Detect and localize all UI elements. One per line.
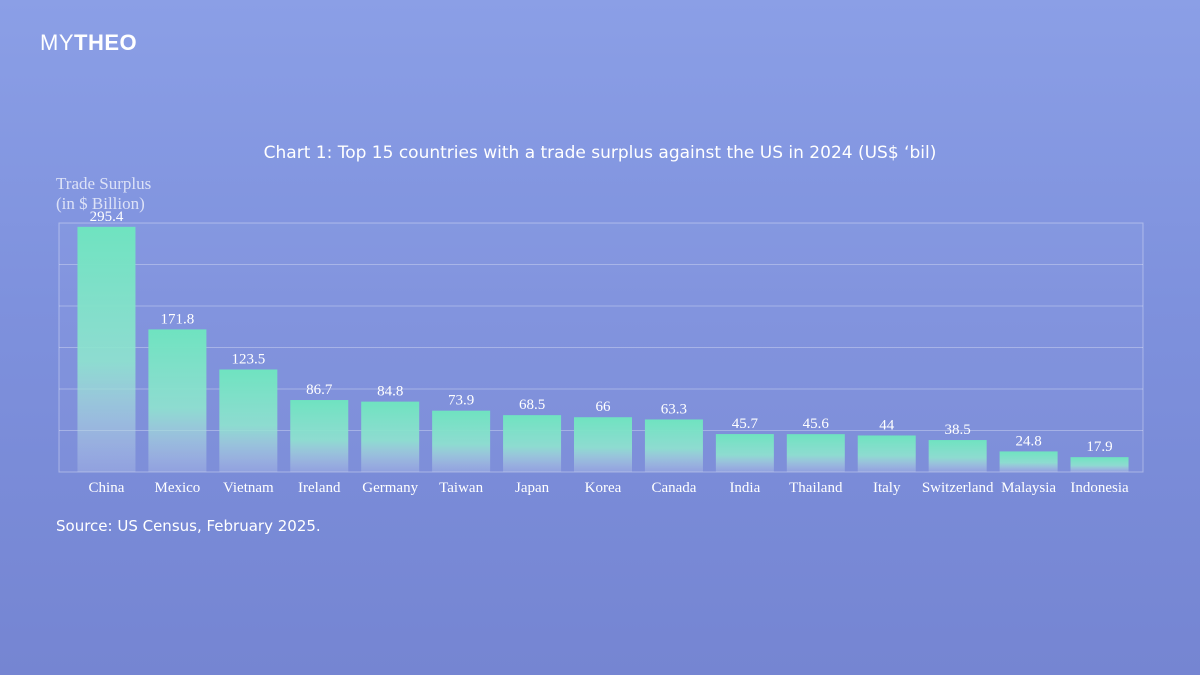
bar-ireland xyxy=(290,400,349,472)
bar-japan xyxy=(503,415,562,472)
bar-value-label: 38.5 xyxy=(945,422,971,438)
source-note: Source: US Census, February 2025. xyxy=(56,517,321,535)
bar-value-label: 68.5 xyxy=(519,397,545,413)
category-label: Italy xyxy=(873,480,901,496)
bars-group: 295.4 China 171.8 Mexico 123.5 Vietnam 86.7 Ire… xyxy=(77,209,1129,496)
bar-india xyxy=(715,434,774,472)
mytheo-logo: MYTHEO xyxy=(40,30,138,55)
bar-value-label: 295.4 xyxy=(90,209,124,225)
bar-value-label: 17.9 xyxy=(1086,439,1112,455)
bar-value-label: 44 xyxy=(879,417,895,433)
bar-value-label: 73.9 xyxy=(448,393,474,409)
bar-thailand xyxy=(786,434,845,472)
bar-korea xyxy=(574,417,632,472)
category-label: Korea xyxy=(585,480,622,496)
chart-title: Chart 1: Top 15 countries with a trade s… xyxy=(263,143,937,163)
bar-malaysia xyxy=(999,451,1058,472)
bar-value-label: 24.8 xyxy=(1015,433,1041,449)
category-label: Taiwan xyxy=(439,480,483,496)
bar-mexico xyxy=(148,329,207,472)
bar-vietnam xyxy=(219,369,278,472)
bar-germany xyxy=(361,401,420,472)
y-axis-label: Trade Surplus (in $ Billion) xyxy=(56,174,151,214)
bar-italy xyxy=(857,435,916,472)
bar-taiwan xyxy=(432,410,491,472)
bar-canada xyxy=(644,419,703,472)
bar-value-label: 63.3 xyxy=(661,401,687,417)
bar-switzerland xyxy=(928,440,987,472)
bar-value-label: 123.5 xyxy=(231,351,265,367)
category-label: Canada xyxy=(651,480,696,496)
bar-value-label: 45.6 xyxy=(803,416,830,432)
category-label: Indonesia xyxy=(1070,480,1129,496)
category-label: Ireland xyxy=(298,480,341,496)
category-label: Mexico xyxy=(154,480,200,496)
category-label: Germany xyxy=(362,480,418,496)
category-label: Vietnam xyxy=(223,480,274,496)
category-label: India xyxy=(729,480,760,496)
bar-value-label: 86.7 xyxy=(306,382,333,398)
bar-value-label: 45.7 xyxy=(732,416,759,432)
bar-value-label: 66 xyxy=(596,399,612,415)
bar-value-label: 84.8 xyxy=(377,384,403,400)
category-label: Thailand xyxy=(789,480,843,496)
category-label: Switzerland xyxy=(922,480,994,496)
bar-indonesia xyxy=(1070,457,1129,472)
y-axis-label-line2: (in $ Billion) xyxy=(56,194,145,213)
category-label: China xyxy=(89,480,125,496)
category-label: Japan xyxy=(515,480,550,496)
category-label: Malaysia xyxy=(1001,480,1056,496)
y-axis-label-line1: Trade Surplus xyxy=(56,174,152,193)
bar-value-label: 171.8 xyxy=(161,311,195,327)
bar-china xyxy=(77,226,136,472)
